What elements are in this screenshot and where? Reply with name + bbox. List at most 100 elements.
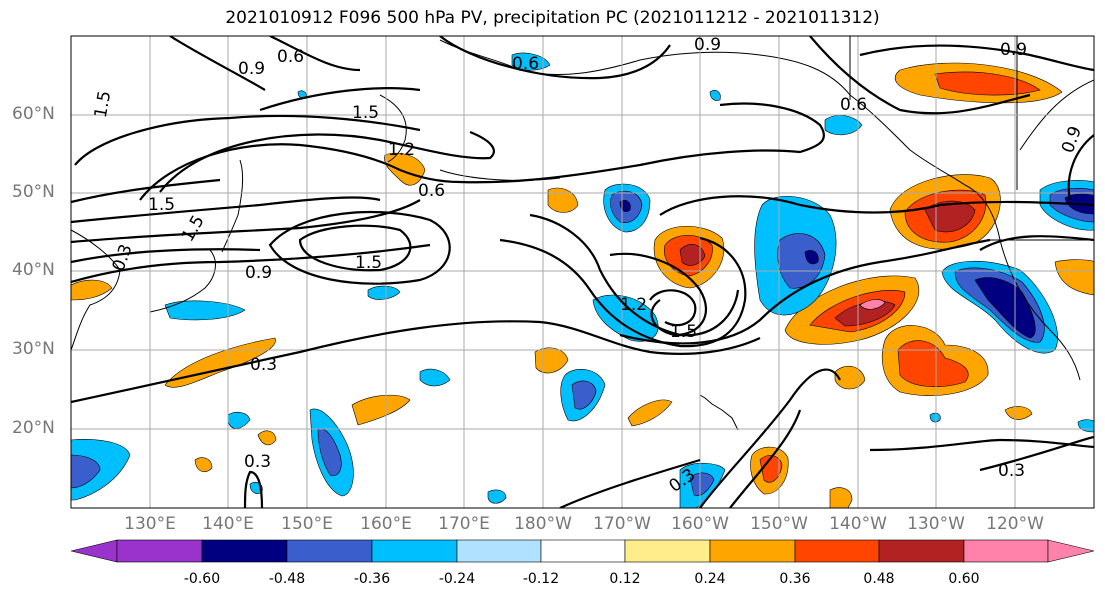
plot-area: 0.9 0.6 0.6 0.9 0.9 1.5 1.5 1.5 1.5 1.2 … [71,35,1094,508]
contour-label: 1.2 [620,295,647,315]
lon-label: 150°E [281,514,333,534]
precip-blob [71,454,101,489]
map-title: 2021010912 F096 500 hPa PV, precipitatio… [225,8,880,28]
pv-contour [71,196,381,224]
precip-blob [934,71,1041,96]
pv-contour [809,36,1031,115]
contour-label: 0.3 [998,461,1025,481]
coastline [379,94,407,163]
colorbar-tick-label: 0.12 [609,571,641,587]
lat-label: 50°N [12,182,55,202]
lat-label: 60°N [12,104,55,124]
contour-label: 0.6 [512,54,539,74]
pv-contour [979,235,1094,251]
precip-blob [829,487,853,508]
colorbar-swatch [624,539,711,563]
precip-blob [1054,259,1094,296]
lon-label: 140°W [829,514,887,534]
contour-label: 0.6 [840,95,867,115]
precip-blob [897,340,969,387]
precip-blob [384,152,426,186]
pv-contour [298,224,412,272]
colorbar-tick-label: 0.36 [779,571,811,587]
precip-blob [317,428,342,476]
lon-label: 150°W [750,514,808,534]
precip-blob [929,412,941,423]
precip-blob [71,439,131,501]
precip-blob [419,368,451,387]
precip-blob [804,250,819,265]
lon-label: 170°E [438,514,490,534]
pv-contour [619,238,991,345]
precip-blob [194,457,213,473]
coastlines [71,36,1094,431]
pv-contour [659,195,1094,216]
precip-blob [227,411,251,429]
coastline [439,39,851,96]
pv-contour [259,87,421,112]
colorbar-tick-label: -0.60 [183,571,221,587]
pv-contour [859,44,1094,72]
colorbar-swatch [201,539,288,563]
contour-label: 0.3 [250,355,277,375]
pv-contour [71,178,221,204]
colorbar-swatch [963,539,1049,563]
pv-contour [529,213,740,337]
colorbar-extend-right [1047,539,1095,563]
contour-label: 1.5 [91,89,115,119]
plot-frame [70,35,1095,509]
lat-label: 20°N [12,418,55,438]
contour-label: 1.5 [352,103,379,123]
pv-contour [979,435,1094,472]
pv-contour [169,36,266,91]
colorbar [70,539,1095,563]
contour-label: 1.5 [148,195,175,215]
precip-blob [164,300,246,321]
lon-label: 120°W [986,514,1044,534]
lon-label: 180°W [514,514,572,534]
precip-blob [974,277,1036,339]
precip-blob [547,187,579,213]
pv-contour [243,470,264,508]
pv-contours [71,36,1094,508]
colorbar-swatch [540,539,626,563]
contour-label: 0.6 [277,47,304,67]
precip-blob [859,299,886,310]
colorbar-tick-label: -0.36 [353,571,391,587]
pv-contour [499,236,747,348]
colorbar-swatch [878,539,965,563]
colorbar-swatch [794,539,880,563]
pv-contour [609,252,707,337]
graticule [71,36,1094,508]
colorbar-swatch [286,539,373,563]
colorbar-extend-left [70,539,118,563]
colorbar-swatch [116,539,203,563]
contour-label: 1.5 [670,322,697,342]
coastline [849,94,1081,381]
precip-blob [351,394,411,426]
pv-contour [268,210,451,285]
lat-label: 30°N [12,339,55,359]
precip-blob [679,244,706,266]
precip-blob [824,115,863,136]
island [699,394,739,431]
contour-label: 0.9 [694,35,721,55]
colorbar-tick-label: -0.48 [268,571,306,587]
pv-contour [649,289,697,327]
pv-contour [139,102,825,201]
pv-contour [71,248,261,264]
colorbar-tick-label: 0.60 [948,571,980,587]
precip-blob [367,285,401,300]
pv-contour [74,114,421,166]
precip-blob [759,455,783,483]
precip-blob [709,90,721,101]
colorbar-swatch [709,539,796,563]
precip-blob [257,430,277,446]
precip-blob [689,472,715,497]
precip-blob [571,380,597,410]
pv-contour [71,320,761,404]
pv-contour [269,36,361,72]
precip-blob [487,489,507,504]
coastline [1019,79,1094,151]
